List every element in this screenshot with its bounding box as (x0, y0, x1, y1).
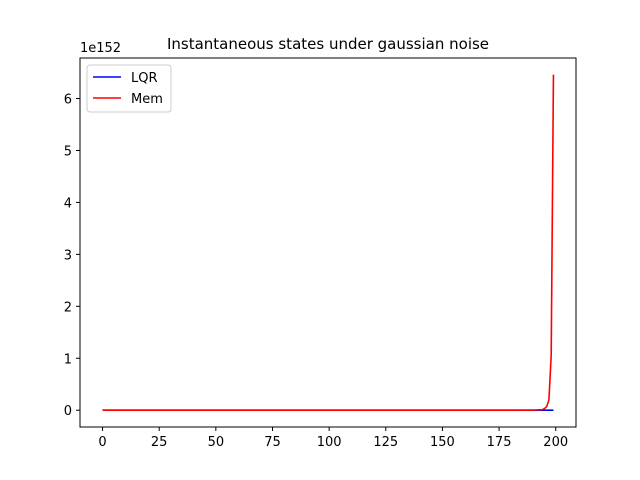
legend-label-lqr: LQR (131, 71, 158, 86)
x-tick-label: 150 (430, 435, 455, 450)
x-tick-label: 50 (208, 435, 225, 450)
y-tick-label: 3 (64, 248, 72, 263)
x-tick-label: 200 (543, 435, 568, 450)
legend-label-mem: Mem (131, 92, 163, 107)
axes-frame (79, 57, 577, 428)
x-tick-label: 175 (487, 435, 512, 450)
y-tick-label: 2 (64, 300, 72, 315)
y-tick-label: 1 (64, 352, 72, 367)
x-tick-label: 25 (151, 435, 168, 450)
x-tick-label: 100 (317, 435, 342, 450)
y-tick-label: 4 (64, 196, 72, 211)
series-line-mem (102, 74, 555, 412)
series-lines (102, 74, 555, 412)
y-tick-label: 5 (64, 144, 72, 159)
x-tick-label: 75 (264, 435, 281, 450)
y-offset-text: 1e152 (80, 41, 121, 56)
y-axis-ticks: 0 1 2 3 4 5 6 (64, 93, 80, 419)
x-axis-ticks: 0 25 50 75 100 125 150 175 200 (98, 427, 568, 450)
x-tick-label: 125 (373, 435, 398, 450)
y-tick-label: 0 (64, 404, 72, 419)
legend: LQR Mem (86, 64, 172, 113)
chart-title: Instantaneous states under gaussian nois… (167, 35, 489, 53)
x-tick-label: 0 (98, 435, 106, 450)
y-tick-label: 6 (64, 93, 72, 108)
